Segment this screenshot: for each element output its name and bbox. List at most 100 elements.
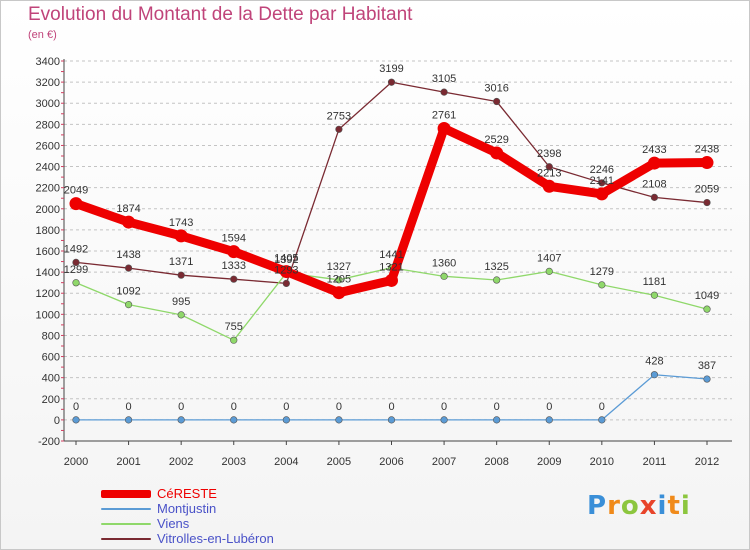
y-tick-label: 0 — [54, 415, 60, 427]
data-point — [124, 416, 133, 424]
y-tick-label: 2000 — [36, 204, 60, 216]
data-label: 0 — [283, 401, 289, 413]
data-point — [332, 286, 346, 300]
data-label: 0 — [178, 401, 184, 413]
data-point — [598, 281, 606, 289]
data-point — [387, 78, 396, 86]
data-label: 2753 — [327, 110, 351, 122]
x-tick-label: 2008 — [484, 456, 508, 468]
data-point — [700, 156, 714, 170]
data-point — [440, 272, 448, 280]
data-label: 1279 — [590, 266, 614, 278]
legend-label: Montjustin — [157, 501, 217, 516]
data-label: 1594 — [222, 233, 246, 245]
data-point — [493, 416, 501, 424]
data-label: 2246 — [590, 164, 614, 176]
x-tick-label: 2004 — [274, 456, 298, 468]
data-label: 0 — [494, 401, 500, 413]
data-point — [279, 265, 293, 279]
y-tick-label: 400 — [42, 373, 60, 385]
data-point — [598, 416, 606, 424]
data-label: 1441 — [379, 249, 403, 261]
logo-letter: o — [620, 491, 640, 521]
data-label: 2529 — [484, 134, 508, 146]
data-point — [124, 301, 133, 309]
x-tick-label: 2002 — [169, 456, 193, 468]
y-tick-label: 2200 — [36, 183, 60, 195]
y-tick-label: -200 — [38, 436, 60, 448]
data-label: 1371 — [169, 256, 193, 268]
data-point — [177, 271, 185, 279]
data-label: 2059 — [695, 184, 719, 196]
data-label: 1333 — [222, 260, 246, 272]
y-tick-label: 1000 — [36, 309, 60, 321]
data-point — [177, 416, 185, 424]
data-point — [542, 179, 556, 193]
data-point — [650, 291, 659, 299]
data-point — [124, 264, 133, 272]
data-label: 3105 — [432, 73, 456, 85]
data-label: 2433 — [642, 144, 666, 156]
legend-swatch — [101, 508, 151, 510]
x-tick-label: 2006 — [379, 456, 403, 468]
data-point — [282, 416, 290, 424]
data-label: 0 — [441, 401, 447, 413]
data-label: 1392 — [274, 254, 298, 266]
logo-letter: i — [680, 491, 691, 521]
y-tick-label: 800 — [42, 330, 60, 342]
legend-swatch — [101, 538, 151, 540]
data-point — [490, 146, 504, 160]
x-tick-label: 2001 — [116, 456, 140, 468]
x-tick-label: 2000 — [64, 456, 88, 468]
chart-title: Evolution du Montant de la Dette par Hab… — [28, 4, 413, 25]
data-point — [545, 416, 553, 424]
series-montjustin — [72, 371, 711, 424]
data-label: 1205 — [327, 274, 351, 286]
y-tick-label: 2600 — [36, 140, 60, 152]
data-point — [385, 273, 398, 287]
series-layer — [69, 78, 714, 424]
data-point — [122, 215, 136, 229]
chart-subtitle: (en €) — [28, 29, 57, 41]
data-label: 0 — [126, 401, 132, 413]
data-point — [647, 156, 661, 170]
data-label: 0 — [231, 401, 237, 413]
y-tick-label: 1400 — [36, 267, 60, 279]
legend-label: Viens — [157, 516, 190, 531]
data-point — [335, 125, 343, 133]
data-label: 2141 — [590, 175, 614, 187]
data-label: 0 — [336, 401, 342, 413]
x-tick-label: 2011 — [643, 456, 667, 468]
y-tick-label: 200 — [42, 394, 60, 406]
data-label: 755 — [225, 321, 243, 333]
x-tick-label: 2007 — [432, 456, 456, 468]
data-point — [650, 371, 659, 379]
data-point — [598, 179, 606, 187]
axes: -200020040060080010001200140016001800200… — [36, 56, 732, 468]
data-point — [387, 416, 396, 424]
data-label: 2761 — [432, 109, 456, 121]
data-label: 1405 — [274, 253, 298, 265]
logo-letter: x — [639, 491, 658, 521]
y-tick-label: 2800 — [36, 119, 60, 131]
x-tick-label: 2005 — [327, 456, 351, 468]
legend-label: CéRESTE — [157, 486, 217, 501]
data-point — [703, 305, 711, 313]
x-tick-label: 2009 — [537, 456, 561, 468]
data-point — [282, 279, 290, 288]
data-label: 1327 — [327, 261, 351, 273]
data-label: 1092 — [116, 286, 140, 298]
data-label: 2049 — [64, 185, 88, 197]
data-point — [493, 97, 501, 106]
data-point — [230, 336, 238, 344]
y-tick-label: 3200 — [36, 77, 60, 89]
data-label: 0 — [599, 401, 605, 413]
data-point — [545, 267, 553, 275]
data-point — [227, 245, 241, 259]
data-point — [493, 276, 501, 284]
x-tick-label: 2003 — [222, 456, 246, 468]
y-tick-label: 3400 — [36, 56, 60, 68]
data-label: 1321 — [379, 261, 403, 273]
data-label: 0 — [73, 401, 79, 413]
